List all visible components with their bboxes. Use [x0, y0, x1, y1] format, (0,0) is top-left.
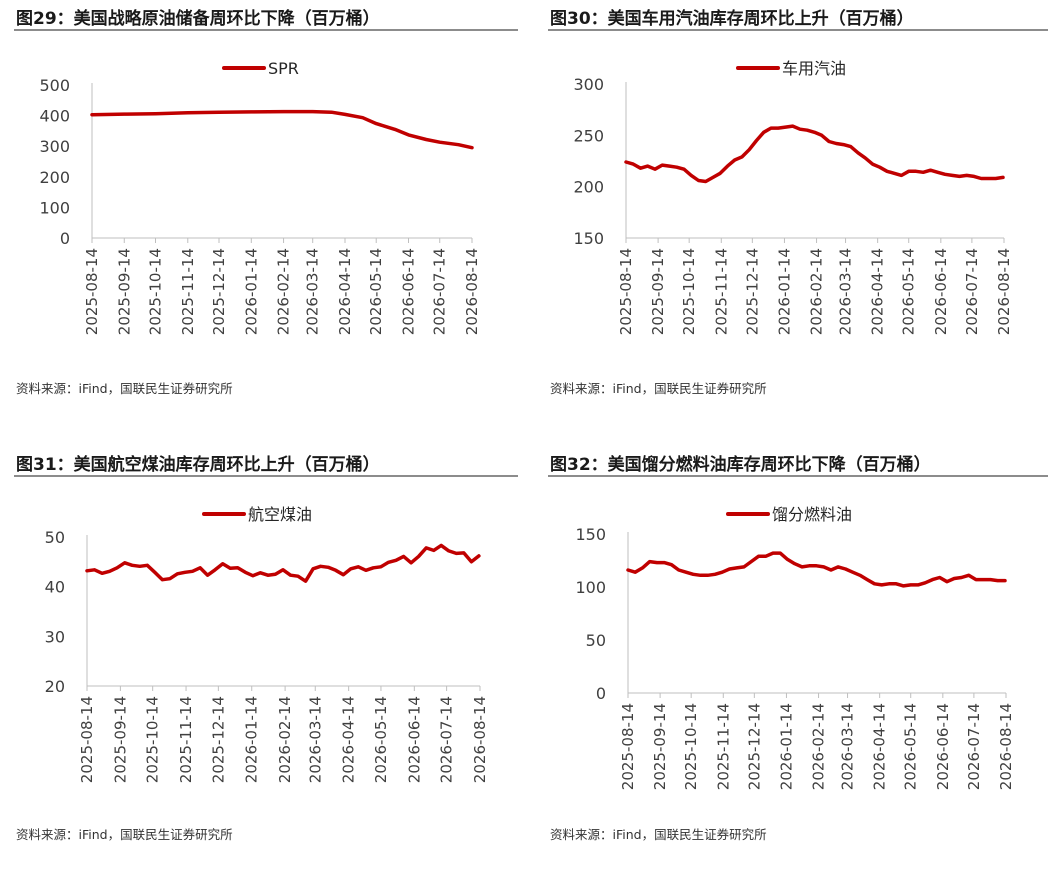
x-tick-label: 2026-02-14	[276, 696, 294, 783]
x-tick-label: 2025-11-14	[179, 248, 197, 335]
title-divider	[548, 475, 1048, 477]
x-tick-label: 2025-08-14	[619, 703, 637, 790]
chart-distillate: 0 50 100 150 2025-08-14 2025-09-14 2025-10-14 2…	[575, 505, 1015, 790]
x-tick-label: 2025-09-14	[649, 248, 667, 335]
panel-title: 图32：美国馏分燃料油库存周环比下降（百万桶）	[550, 455, 931, 475]
x-tick-label: 2026-03-14	[839, 703, 857, 790]
x-tick-label: 2025-11-14	[712, 248, 730, 335]
x-tick-label: 2026-02-14	[275, 248, 293, 335]
chart-jet-fuel: 20 30 40 50 2025-08-14 2025-09-14 2025-10-14 20…	[45, 505, 489, 783]
x-tick-label: 2026-06-14	[932, 248, 950, 335]
series-line	[626, 551, 1007, 588]
x-tick-label: 2025-11-14	[177, 696, 195, 783]
x-tick-label: 2026-01-14	[243, 696, 261, 783]
x-tick-label: 2025-12-14	[743, 248, 761, 335]
x-tick-label: 2025-11-14	[714, 703, 732, 790]
y-tick-label: 100	[575, 578, 606, 597]
title-divider	[14, 475, 518, 477]
chart-panel-spr: 图29：美国战略原油储备周环比下降（百万桶） 0 100 200 300 400 500 2…	[0, 0, 524, 424]
x-tick-label: 2025-09-14	[111, 696, 129, 783]
x-tick-label: 2026-06-14	[934, 703, 952, 790]
x-tick-label: 2026-03-14	[306, 696, 324, 783]
x-tick-label: 2025-12-14	[209, 696, 227, 783]
y-tick-label: 30	[45, 627, 65, 646]
panel-title: 图31：美国航空煤油库存周环比上升（百万桶）	[16, 455, 380, 475]
y-tick-label: 150	[573, 229, 604, 248]
x-tick-label: 2026-07-14	[963, 248, 981, 335]
title-divider	[14, 29, 518, 31]
y-tick-label: 50	[586, 631, 606, 650]
x-tick-label: 2026-05-14	[372, 696, 390, 783]
x-tick-label: 2025-12-14	[745, 703, 763, 790]
y-tick-label: 0	[596, 684, 606, 703]
x-tick-label: 2025-09-14	[651, 703, 669, 790]
x-tick-label: 2026-04-14	[336, 248, 354, 335]
x-tick-label: 2026-06-14	[399, 248, 417, 335]
x-tick-label: 2026-08-14	[997, 703, 1015, 790]
series-line	[85, 543, 481, 583]
source-note: 资料来源：iFind，国联民生证券研究所	[550, 381, 767, 396]
x-tick-label: 2025-12-14	[210, 248, 228, 335]
x-tick-label: 2026-02-14	[810, 703, 828, 790]
x-tick-label: 2026-06-14	[405, 696, 423, 783]
y-tick-label: 20	[45, 677, 65, 696]
source-note: 资料来源：iFind，国联民生证券研究所	[16, 381, 233, 396]
chart-spr: 0 100 200 300 400 500 2025-08-14 2025-09-14 2025…	[39, 59, 481, 335]
legend-label: SPR	[268, 59, 299, 78]
y-tick-label: 100	[39, 198, 70, 217]
x-tick-label: 2026-01-14	[775, 248, 793, 335]
x-tick-label: 2026-02-14	[808, 248, 826, 335]
x-tick-label: 2025-08-14	[78, 696, 96, 783]
y-tick-label: 300	[573, 75, 604, 94]
panel-title: 图29：美国战略原油储备周环比下降（百万桶）	[16, 9, 380, 29]
x-tick-label: 2025-10-14	[680, 248, 698, 335]
x-tick-label: 2025-10-14	[147, 248, 165, 335]
chart-panel-jet-fuel: 图31：美国航空煤油库存周环比上升（百万桶） 20 30 40 50 2025-08-1…	[0, 446, 524, 870]
series-line	[624, 124, 1005, 184]
x-tick-label: 2026-04-14	[869, 248, 887, 335]
x-tick-label: 2025-08-14	[83, 248, 101, 335]
y-tick-label: 150	[575, 525, 606, 544]
chart-panel-gasoline: 图30：美国车用汽油库存周环比上升（百万桶） 150 200 250 300 2025-…	[524, 0, 1048, 424]
x-tick-label: 2026-08-14	[995, 248, 1013, 335]
x-tick-label: 2025-08-14	[617, 248, 635, 335]
x-tick-label: 2026-01-14	[777, 703, 795, 790]
chart-panel-distillate: 图32：美国馏分燃料油库存周环比下降（百万桶） 0 50 100 150 2025-08…	[524, 446, 1048, 870]
y-tick-label: 300	[39, 137, 70, 156]
x-tick-label: 2026-07-14	[438, 696, 456, 783]
y-tick-label: 400	[39, 107, 70, 126]
y-tick-label: 250	[573, 126, 604, 145]
y-tick-label: 50	[45, 528, 65, 547]
x-tick-label: 2026-08-14	[471, 696, 489, 783]
x-tick-label: 2026-03-14	[304, 248, 322, 335]
x-tick-label: 2026-04-14	[871, 703, 889, 790]
x-tick-label: 2026-05-14	[902, 703, 920, 790]
chart-gasoline: 150 200 250 300 2025-08-14 2025-09-14 2025-10-…	[573, 59, 1013, 335]
x-tick-label: 2026-03-14	[837, 248, 855, 335]
series-line	[90, 109, 474, 150]
x-tick-label: 2026-08-14	[463, 248, 481, 335]
x-tick-label: 2026-07-14	[431, 248, 449, 335]
x-tick-label: 2025-09-14	[115, 248, 133, 335]
source-note: 资料来源：iFind，国联民生证券研究所	[16, 827, 233, 842]
legend-label: 车用汽油	[782, 59, 846, 78]
x-tick-label: 2025-10-14	[144, 696, 162, 783]
legend-label: 馏分燃料油	[772, 505, 852, 524]
x-tick-label: 2026-05-14	[367, 248, 385, 335]
source-note: 资料来源：iFind，国联民生证券研究所	[550, 827, 767, 842]
x-tick-label: 2026-07-14	[965, 703, 983, 790]
y-tick-label: 200	[573, 178, 604, 197]
x-tick-label: 2026-04-14	[340, 696, 358, 783]
y-tick-label: 200	[39, 168, 70, 187]
legend-label: 航空煤油	[248, 505, 312, 524]
x-tick-label: 2026-01-14	[242, 248, 260, 335]
x-tick-label: 2025-10-14	[682, 703, 700, 790]
x-tick-label: 2026-05-14	[900, 248, 918, 335]
y-tick-label: 500	[39, 76, 70, 95]
title-divider	[548, 29, 1048, 31]
y-tick-label: 0	[60, 229, 70, 248]
y-tick-label: 40	[45, 578, 65, 597]
panel-title: 图30：美国车用汽油库存周环比上升（百万桶）	[550, 9, 914, 29]
